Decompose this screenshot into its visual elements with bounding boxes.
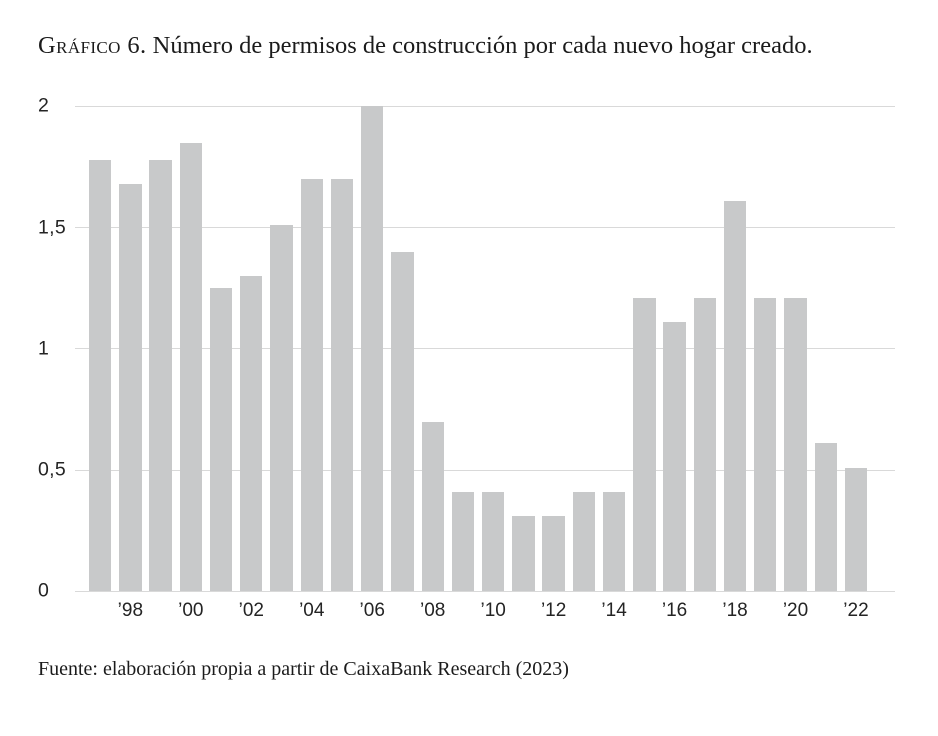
bar-slot xyxy=(478,106,508,592)
y-axis-tick-label: 0 xyxy=(38,579,50,602)
bar-2008 xyxy=(421,421,444,592)
source-note: Fuente: elaboración propia a partir de C… xyxy=(38,658,569,681)
x-axis-tick-label: ’04 xyxy=(299,600,325,622)
x-axis-tick-label: ’00 xyxy=(178,600,204,622)
x-axis-tick-label xyxy=(629,600,659,622)
bar-2002 xyxy=(240,276,263,592)
bar-2020 xyxy=(784,297,807,592)
bar-slot xyxy=(569,106,599,592)
bar-slot xyxy=(236,106,266,592)
bar-2015 xyxy=(633,297,656,592)
y-axis-tick-label: 1,5 xyxy=(38,216,67,239)
x-axis-tick-label: ’98 xyxy=(117,600,144,622)
bar-slot xyxy=(811,106,841,592)
bar-2013 xyxy=(572,491,596,592)
x-axis-tick-label xyxy=(85,600,115,622)
bar-slot xyxy=(418,106,448,592)
x-axis-tick-label: ’22 xyxy=(843,600,869,622)
bar-1998 xyxy=(119,183,142,592)
y-axis: 0 0,5 1 1,5 2 xyxy=(38,95,75,602)
bar-2012 xyxy=(542,516,565,592)
x-axis-tick-label xyxy=(387,600,417,622)
bar-slot xyxy=(327,106,357,592)
bar-2016 xyxy=(663,322,686,592)
bar-slot xyxy=(85,106,115,592)
y-axis-tick-label: 0,5 xyxy=(38,458,67,481)
chart-title-text: Número de permisos de construcción por c… xyxy=(146,32,813,59)
x-axis-tick-label: ’10 xyxy=(480,600,506,622)
bar-slot xyxy=(448,106,478,592)
chart-title-number: Gráfico 6. xyxy=(38,32,147,59)
bar-slot xyxy=(690,106,720,592)
bar-2003 xyxy=(270,225,293,592)
bar-slot xyxy=(206,106,236,592)
bar-slot xyxy=(720,106,750,592)
x-axis-tick-label xyxy=(266,600,296,622)
bar-2001 xyxy=(209,288,233,592)
gridline xyxy=(75,590,895,592)
bar-1999 xyxy=(149,159,172,592)
x-axis-tick-label xyxy=(206,600,236,622)
bar-slot xyxy=(780,106,810,592)
bar-slot xyxy=(508,106,538,592)
bar-1997 xyxy=(88,159,112,592)
bar-slot xyxy=(387,106,417,592)
bar-2017 xyxy=(693,297,716,592)
x-axis-tick-label: ’02 xyxy=(238,600,264,622)
bar-2009 xyxy=(451,491,475,592)
gridline xyxy=(75,469,895,471)
y-axis-tick-label: 1 xyxy=(38,337,50,360)
x-axis-tick-label: ’08 xyxy=(420,600,446,622)
x-axis-tick-label xyxy=(145,600,175,622)
bar-2022 xyxy=(844,467,868,592)
bar-slot xyxy=(841,106,871,592)
bar-2014 xyxy=(602,491,626,592)
bar-2018 xyxy=(723,200,747,592)
bars-group xyxy=(75,106,895,592)
bar-slot xyxy=(599,106,629,592)
bar-slot xyxy=(297,106,327,592)
bar-slot xyxy=(357,106,387,592)
bar-2007 xyxy=(391,251,414,592)
bar-slot xyxy=(266,106,296,592)
bar-chart: 0 0,5 1 1,5 2 ’98 ’00 ’02 ’04 ’06 ’08 ’10 ’12 ’14 ’16… xyxy=(38,95,895,622)
bar-2021 xyxy=(814,443,837,592)
gridline xyxy=(75,348,895,350)
x-axis-tick-label: ’12 xyxy=(540,600,567,622)
bar-slot xyxy=(539,106,569,592)
bar-2006 xyxy=(361,106,384,592)
x-axis-tick-label xyxy=(448,600,478,622)
bar-2011 xyxy=(512,516,535,592)
x-axis-tick-label xyxy=(690,600,720,622)
x-axis-tick-label xyxy=(327,600,357,622)
x-axis-tick-label: ’14 xyxy=(601,600,627,622)
bar-slot xyxy=(659,106,689,592)
bar-2005 xyxy=(330,179,354,592)
chart-title: Gráfico 6. Número de permisos de constru… xyxy=(38,30,895,62)
x-axis-tick-label: ’06 xyxy=(359,600,385,622)
x-axis-tick-label: ’16 xyxy=(661,600,688,622)
y-axis-tick-label: 2 xyxy=(38,94,50,117)
x-axis-tick-label xyxy=(811,600,841,622)
gridline xyxy=(75,227,895,229)
bar-2019 xyxy=(754,297,777,592)
x-axis-tick-label xyxy=(750,600,780,622)
bar-slot xyxy=(629,106,659,592)
x-axis-tick-label xyxy=(569,600,599,622)
gridline xyxy=(75,105,895,107)
x-axis-tick-label xyxy=(508,600,538,622)
x-axis-tick-label: ’20 xyxy=(782,600,809,622)
bar-2004 xyxy=(300,179,323,592)
bar-slot xyxy=(176,106,206,592)
page: Gráfico 6. Número de permisos de constru… xyxy=(38,30,895,681)
x-axis-labels: ’98 ’00 ’02 ’04 ’06 ’08 ’10 ’12 ’14 ’16 ’18 ’20 ’22 xyxy=(75,600,895,622)
bar-2000 xyxy=(179,142,202,592)
bar-slot xyxy=(145,106,175,592)
bar-slot xyxy=(115,106,145,592)
bar-slot xyxy=(750,106,780,592)
plot-area xyxy=(75,105,895,592)
bar-2010 xyxy=(481,491,505,592)
x-axis-tick-label: ’18 xyxy=(722,600,748,622)
